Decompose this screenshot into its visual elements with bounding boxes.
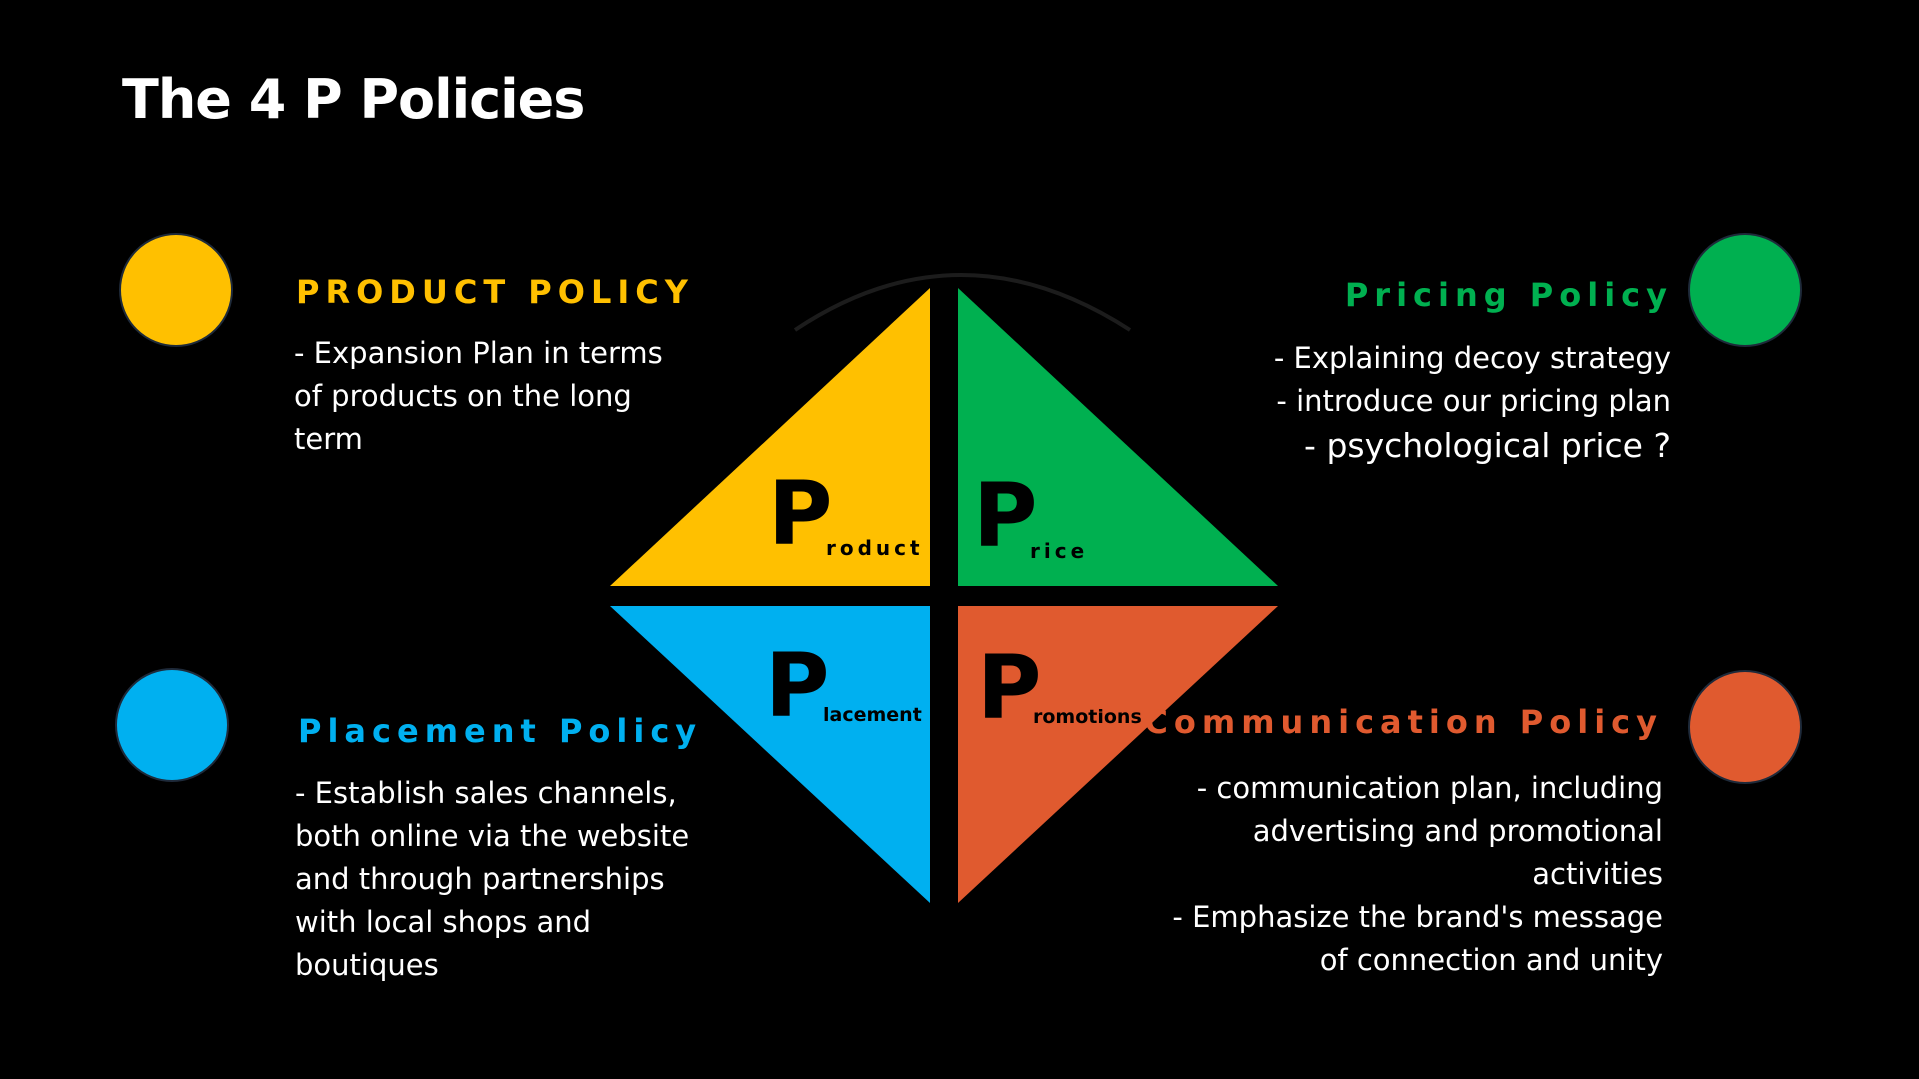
placement-policy-line: both online via the website [295,819,690,853]
faint-arc [793,273,1132,332]
placement-circle-icon [115,668,229,782]
price-p-letter: P [973,464,1038,567]
price-triangle [958,288,1278,586]
placement-p-letter: P [765,634,830,737]
product-circle-icon [119,233,233,347]
communication-policy-line: of connection and unity [1319,943,1663,977]
promotions-p-suffix: romotions [1033,706,1142,728]
product-policy-text: - Expansion Plan in terms of products on… [294,332,663,461]
placement-policy-line: with local shops and [295,905,592,939]
placement-policy-text: - Establish sales channels, both online … [295,772,689,987]
product-triangle [610,288,930,586]
product-policy-line: term [294,422,363,456]
pricing-policy-text: - Explaining decoy strategy - introduce … [1274,337,1671,469]
placement-p-suffix: lacement [823,704,922,726]
pricing-policy-line: - introduce our pricing plan [1276,384,1671,418]
communication-policy-text: - communication plan, including advertis… [1172,767,1663,982]
placement-triangle [610,606,930,903]
communication-policy-heading: Communication Policy [1144,703,1663,741]
product-p-letter: P [768,462,833,565]
placement-policy-line: boutiques [295,948,439,982]
pricing-policy-heading: Pricing Policy [1344,276,1673,314]
communication-policy-line: advertising and promotional [1252,814,1663,848]
communication-policy-line: activities [1532,857,1663,891]
communication-policy-line: - communication plan, including [1196,771,1663,805]
slide-title: The 4 P Policies [122,68,585,131]
price-p-suffix: rice [1030,539,1089,563]
communication-policy-line: - Emphasize the brand's message [1172,900,1663,934]
product-policy-heading: PRODUCT POLICY [296,273,694,311]
promotion-triangle [958,606,1278,903]
pricing-circle-icon [1688,233,1802,347]
placement-policy-heading: Placement Policy [298,712,703,750]
placement-policy-line: - Establish sales channels, [295,776,677,810]
product-policy-line: of products on the long [294,379,632,413]
pricing-policy-line: - Explaining decoy strategy [1273,341,1671,375]
pricing-policy-line: - psychological price ? [1304,426,1671,465]
promotions-p-letter: P [977,636,1042,739]
placement-policy-line: and through partnerships [295,862,665,896]
communication-circle-icon [1688,670,1802,784]
product-p-suffix: roduct [826,536,924,560]
product-policy-line: - Expansion Plan in terms [294,336,663,370]
